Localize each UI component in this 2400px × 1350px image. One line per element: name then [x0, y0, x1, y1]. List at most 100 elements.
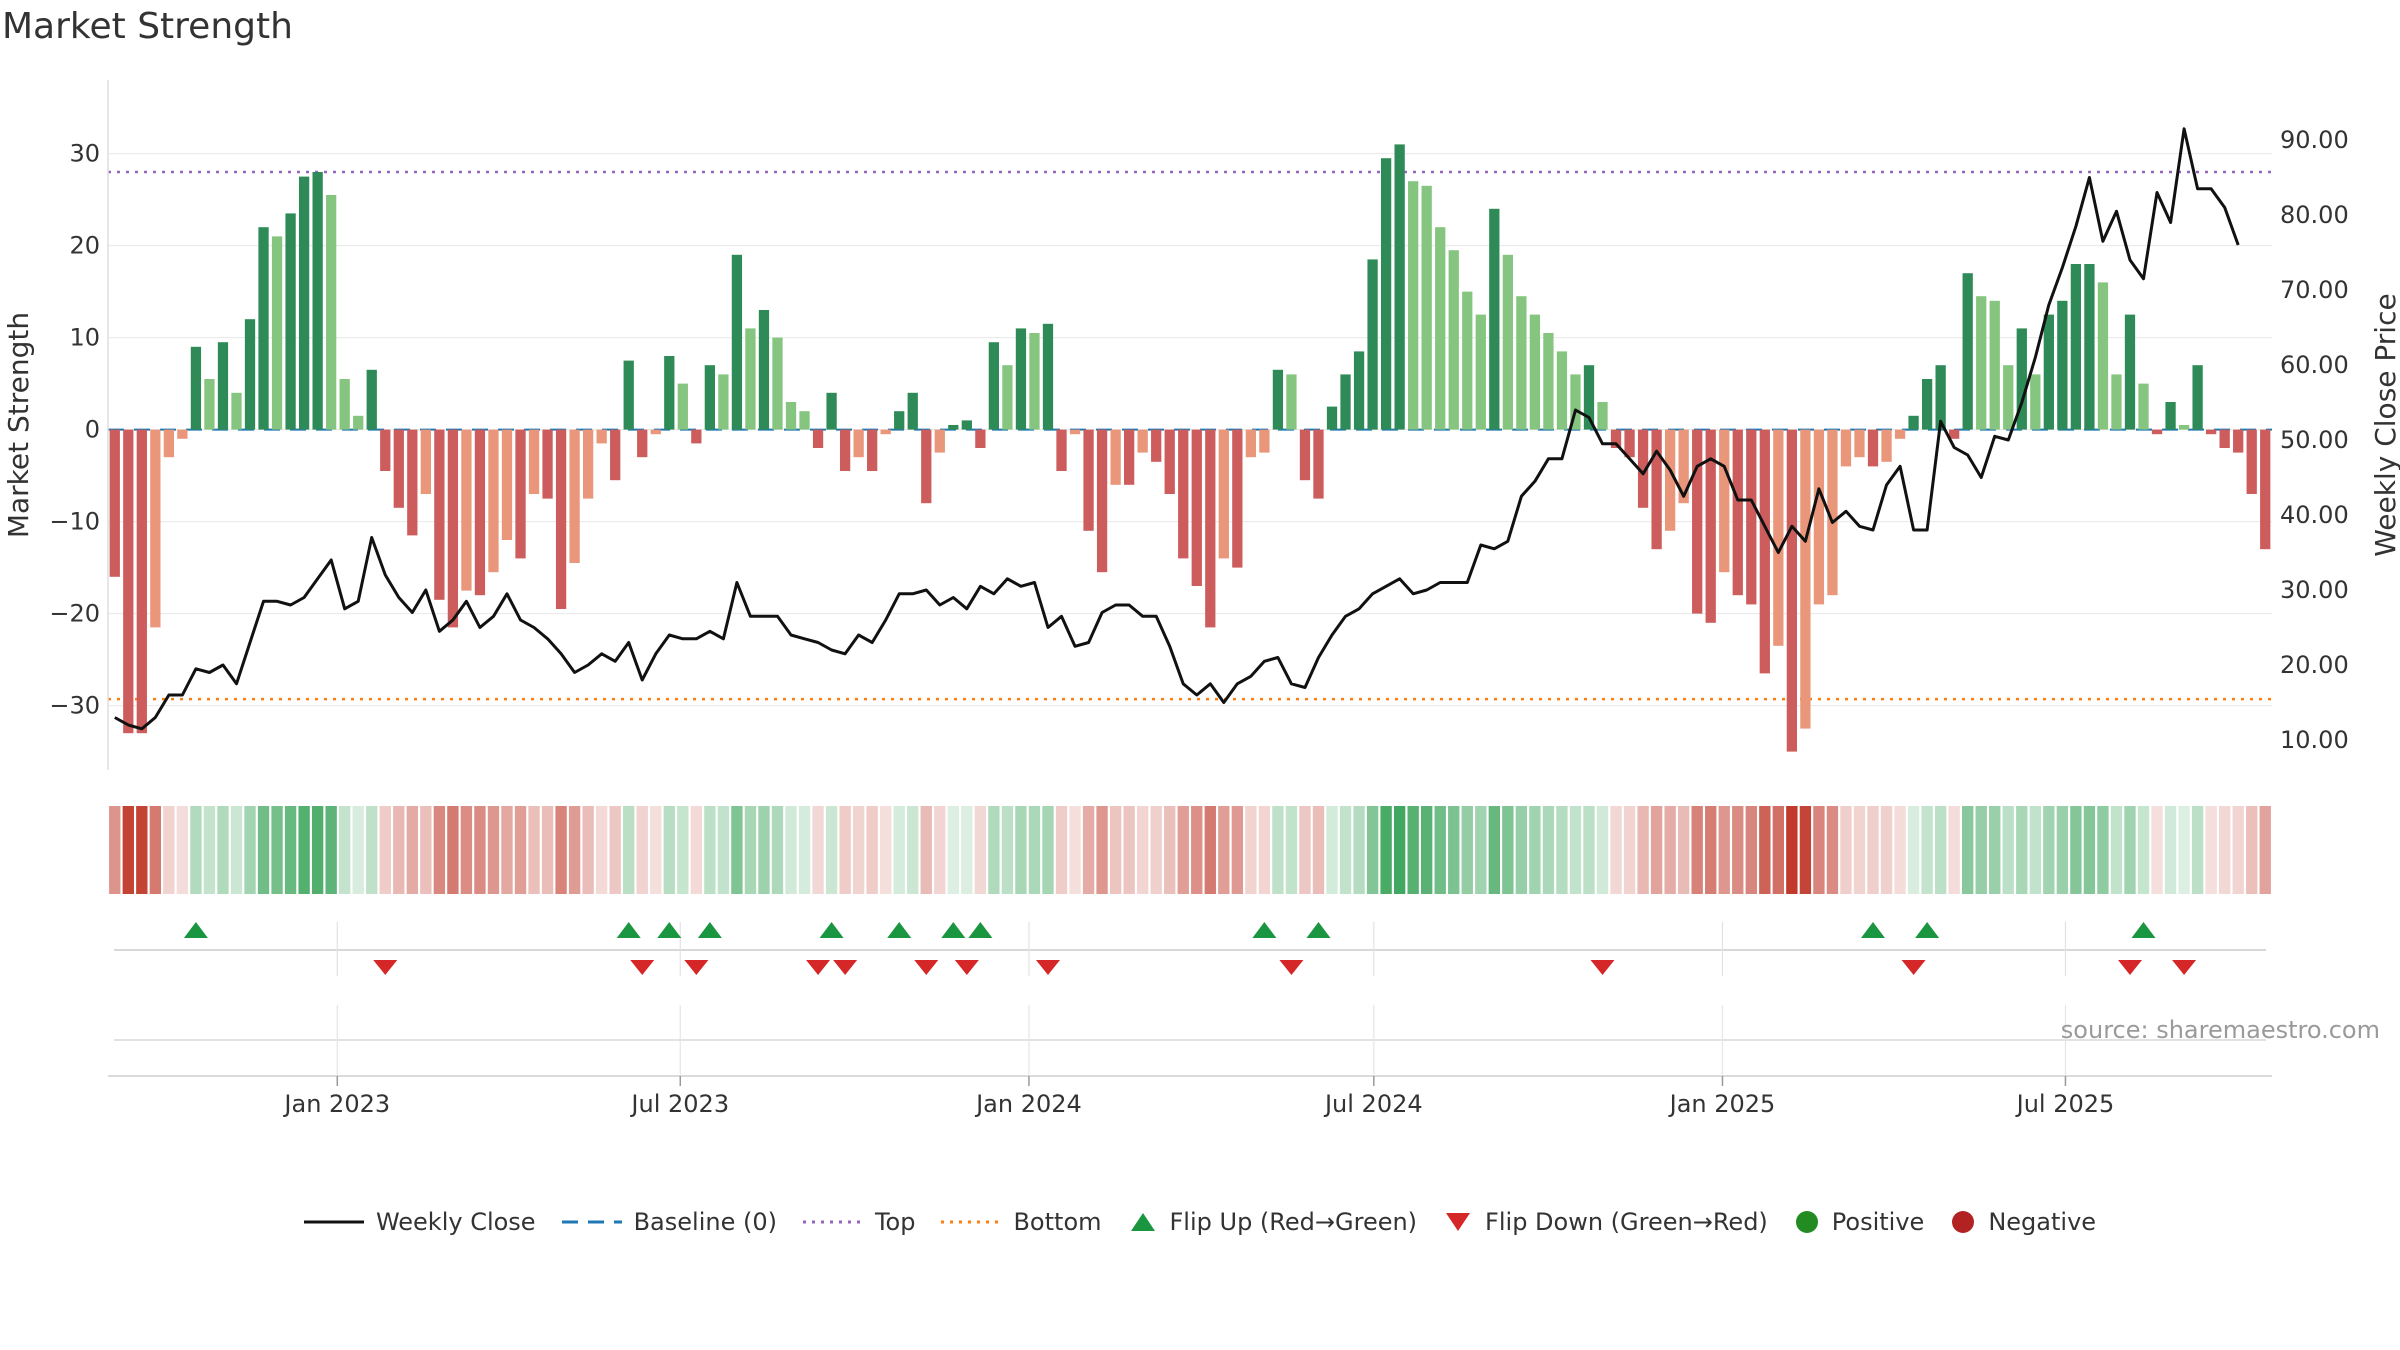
heat-cell [1745, 806, 1757, 894]
strength-bar [664, 356, 675, 430]
strength-bar [542, 429, 553, 499]
reference-lines [108, 170, 2272, 701]
negative-dot-icon [1952, 1211, 1975, 1233]
strength-bar [1353, 351, 1365, 430]
legend-flip-down: Flip Down (Green→Red) [1443, 1208, 1768, 1236]
heat-cell [866, 806, 878, 894]
strength-bar [1489, 208, 1500, 430]
heat-cell [379, 806, 391, 894]
y-tick-label: 0 [85, 416, 100, 444]
heat-cell [528, 806, 540, 894]
flip-markers [114, 922, 2266, 976]
strength-bar [2124, 314, 2136, 430]
y-axis-title: Market Strength [2, 312, 35, 538]
flip-down-marker [2117, 960, 2142, 975]
strength-bar [1015, 328, 1027, 430]
heat-cell [758, 806, 770, 894]
strength-bar [2070, 264, 2082, 430]
strength-bar [2151, 429, 2163, 435]
flip-up-marker [616, 922, 641, 938]
strength-bar [1664, 429, 1676, 531]
strength-bar [731, 254, 743, 430]
heat-cell [1732, 806, 1744, 894]
strength-bar [718, 374, 729, 430]
strength-bar [1435, 227, 1446, 430]
legend-bottom-label: Bottom [1013, 1208, 1102, 1236]
x-tick-label: Jul 2023 [629, 1090, 729, 1118]
strength-bar [1881, 429, 1892, 462]
heat-cell [190, 806, 202, 894]
heat-cell [501, 806, 513, 894]
heat-cell [406, 806, 418, 894]
heat-cell [1407, 806, 1419, 894]
strength-bar [2057, 300, 2068, 430]
heat-cell [244, 806, 256, 894]
y2-tick-label: 40.00 [2280, 501, 2349, 529]
heat-cell [284, 806, 297, 894]
heat-cell [1650, 806, 1663, 894]
heat-cell [974, 806, 987, 894]
strength-bar [961, 420, 972, 430]
strength-bar [204, 379, 215, 430]
strength-bar [677, 383, 688, 430]
heat-cell [1867, 806, 1879, 894]
y2-tick-label: 60.00 [2280, 351, 2349, 379]
heat-cell [839, 806, 851, 894]
heat-cell [1434, 806, 1446, 894]
y2-axis-title: Weekly Close Price [2369, 293, 2400, 556]
flip-down-marker [630, 960, 655, 975]
strength-bar [2003, 365, 2014, 430]
legend-flip-down-label: Flip Down (Green→Red) [1485, 1208, 1768, 1236]
flip-down-marker [954, 960, 979, 975]
strength-bar [1110, 429, 1121, 485]
heat-cell [176, 806, 189, 894]
strength-bar [948, 425, 959, 430]
heat-cell [677, 806, 689, 894]
heat-cell [636, 806, 648, 894]
heat-cell [257, 806, 270, 894]
strength-bar [2260, 429, 2271, 550]
strength-bar [1854, 429, 1865, 458]
strength-bar [123, 429, 134, 734]
strength-bar [785, 402, 797, 430]
strength-bar [190, 346, 202, 430]
strength-bar [1448, 250, 1459, 430]
strength-bar [393, 429, 404, 508]
strength-bar [1245, 429, 1257, 458]
legend-positive-label: Positive [1831, 1208, 1925, 1236]
strength-bar [1921, 379, 1933, 430]
heat-cell [1691, 806, 1703, 894]
x-tick-label: Jan 2024 [974, 1090, 1082, 1118]
strength-bar [1286, 374, 1297, 430]
flip-up-icon [1130, 1213, 1155, 1231]
flip-down-marker [2172, 960, 2197, 975]
strength-bar [515, 429, 526, 559]
heat-cell [893, 806, 905, 894]
strength-bar [136, 429, 147, 734]
flip-down-marker [373, 960, 398, 975]
strength-bar [366, 369, 377, 430]
heat-cell [1326, 806, 1338, 894]
heat-cell [474, 806, 486, 894]
heat-cell [1475, 806, 1487, 894]
strength-bar [1827, 429, 1838, 596]
y-tick-label: −30 [49, 692, 100, 720]
heat-cell [568, 806, 581, 894]
flip-down-marker [684, 960, 709, 975]
heat-cell [1109, 806, 1122, 894]
heat-cell [663, 806, 675, 894]
heat-cell [650, 806, 662, 894]
heat-cell [852, 806, 865, 894]
heat-cell [433, 806, 446, 894]
strength-bar [353, 415, 364, 430]
axis-labels: 30 20 10 0 −10 −20 −30 90.00 80.00 70.00 60.00 50.0… [2, 126, 2400, 1118]
strength-bar [691, 429, 702, 444]
heat-cell [1989, 806, 2001, 894]
heat-cell [1840, 806, 1852, 894]
heat-cell [2151, 806, 2163, 894]
heat-cell [2110, 806, 2123, 894]
legend: Weekly Close Baseline (0) Top Bottom Fli… [0, 1208, 2400, 1236]
strength-bar [1394, 144, 1405, 430]
legend-weekly-close-swatch [303, 1220, 364, 1224]
heat-cell [1177, 806, 1189, 894]
